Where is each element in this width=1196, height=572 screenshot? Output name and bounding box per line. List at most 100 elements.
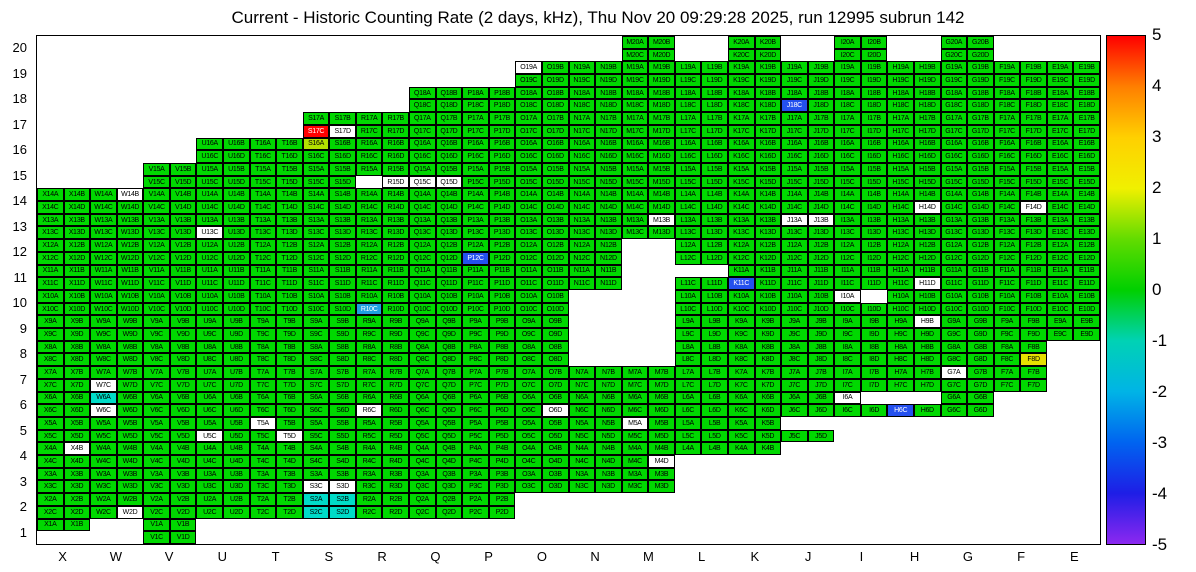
- empty-cell: [622, 341, 675, 366]
- channel-U12C: U12C: [196, 251, 224, 265]
- channel-M17C: M17C: [621, 124, 649, 138]
- channel-I15A: I15A: [834, 162, 861, 176]
- channel-T7D: T7D: [276, 378, 303, 392]
- channel-R6C: R6C: [355, 404, 383, 417]
- channel-T7B: T7B: [276, 366, 303, 379]
- channel-K17A: K17A: [727, 112, 755, 125]
- channel-F8D: F8D: [1020, 353, 1047, 367]
- y-axis-label-14: 14: [12, 193, 27, 209]
- cell-U4: U4A U4B U4C U4D: [196, 442, 250, 468]
- channel-X6A: X6A: [37, 391, 64, 405]
- channel-X14A: X14A: [37, 188, 64, 202]
- channel-W7B: W7B: [116, 366, 144, 379]
- colorbar-tick-2: 2: [1152, 178, 1162, 197]
- channel-Q11C: Q11C: [409, 277, 436, 290]
- channel-X9D: X9D: [63, 328, 91, 341]
- channel-X8A: X8A: [37, 340, 64, 354]
- channel-H15A: H15A: [887, 162, 914, 176]
- channel-O6D: O6D: [541, 404, 569, 417]
- cell-T6: T6A T6B T6C T6D: [249, 391, 303, 417]
- channel-P9B: P9B: [488, 315, 516, 329]
- empty-cell: [622, 290, 675, 315]
- channel-V4B: V4B: [169, 442, 197, 456]
- cell-L7: L7A L7B L7C L7D: [674, 366, 728, 392]
- cell-R5: R5A R5B R5C R5D: [355, 416, 410, 443]
- channel-L19B: L19B: [701, 61, 728, 75]
- channel-L6D: L6D: [701, 404, 728, 417]
- cell-F19: F19A F19B F19C F19D: [993, 61, 1047, 87]
- channel-Q7D: Q7D: [435, 378, 463, 392]
- channel-N4D: N4D: [595, 455, 622, 468]
- empty-cell: [1047, 417, 1100, 442]
- channel-I20D: I20D: [860, 48, 888, 62]
- channel-U5D: U5D: [223, 429, 250, 443]
- channel-S6D: S6D: [329, 404, 356, 417]
- cell-J10: J10A J10B J10C J10D: [781, 289, 835, 316]
- channel-G8D: G8D: [967, 353, 994, 367]
- channel-O10D: O10D: [541, 302, 569, 316]
- channel-I6D: I6D: [860, 404, 888, 417]
- channel-X7C: X7C: [37, 378, 64, 392]
- channel-W11B: W11B: [116, 264, 144, 278]
- channel-N11B: N11B: [595, 264, 622, 278]
- channel-V4C: V4C: [143, 455, 170, 468]
- channel-E13D: E13D: [1073, 226, 1100, 240]
- empty-cell: [941, 417, 994, 442]
- channel-O7C: O7C: [515, 378, 542, 392]
- channel-P13D: P13D: [488, 226, 516, 240]
- channel-O13B: O13B: [541, 213, 569, 227]
- channel-R12A: R12A: [355, 239, 383, 252]
- channel-K11A: K11A: [727, 264, 755, 278]
- channel-P16A: P16A: [462, 137, 489, 151]
- channel-F19C: F19C: [993, 74, 1021, 87]
- channel-V3B: V3B: [169, 467, 197, 481]
- channel-V5B: V5B: [169, 416, 197, 430]
- channel-P9C: P9C: [462, 328, 489, 341]
- channel-P8C: P8C: [462, 353, 489, 367]
- channel-O19B: O19B: [541, 61, 569, 75]
- channel-O14D: O14D: [541, 201, 569, 214]
- channel-W6C: W6C: [90, 404, 117, 417]
- channel-S3A: S3A: [302, 467, 330, 481]
- channel-W9A: W9A: [90, 315, 117, 329]
- cell-U14: U14A U14B U14C U14D: [196, 188, 250, 214]
- cell-U9: U9A U9B U9C U9D: [196, 315, 250, 341]
- channel-O15A: O15A: [515, 162, 542, 176]
- channel-S4C: S4C: [302, 455, 330, 468]
- channel-M18C: M18C: [621, 99, 649, 113]
- channel-W4C: W4C: [90, 455, 117, 468]
- y-axis-label-16: 16: [12, 142, 27, 158]
- channel-U12D: U12D: [223, 251, 250, 265]
- channel-X5B: X5B: [63, 416, 91, 430]
- channel-W13D: W13D: [116, 226, 144, 240]
- channel-X8C: X8C: [37, 353, 64, 367]
- channel-T3A: T3A: [249, 467, 277, 481]
- channel-S6A: S6A: [302, 391, 330, 405]
- x-axis-label-O: O: [536, 549, 547, 564]
- cell-K20: K20A K20B K20C K20D: [727, 36, 782, 62]
- channel-M20B: M20B: [648, 36, 675, 49]
- cell-O3: O3A O3B O3C O3D: [515, 467, 569, 494]
- channel-J19C: J19C: [781, 74, 808, 87]
- cell-S9: S9A S9B S9C S9D: [302, 315, 356, 341]
- channel-J16C: J16C: [781, 150, 808, 163]
- channel-S5D: S5D: [329, 429, 356, 443]
- empty-cell: [781, 519, 834, 544]
- channel-U6A: U6A: [196, 391, 224, 405]
- channel-N13B: N13B: [595, 213, 622, 227]
- cell-I12: I12A I12B I12C I12D: [834, 239, 888, 265]
- channel-O18B: O18B: [541, 86, 569, 100]
- channel-O6C: O6C: [515, 404, 542, 417]
- empty-cell: [994, 468, 1047, 493]
- empty-cell: [462, 61, 515, 86]
- channel-H13A: H13A: [887, 213, 914, 227]
- channel-V13D: V13D: [169, 226, 197, 240]
- cell-H7: H7A H7B H7C H7D: [887, 366, 941, 392]
- channel-M15B: M15B: [648, 162, 675, 176]
- channel-Q14D: Q14D: [435, 201, 463, 214]
- channel-T12A: T12A: [249, 239, 277, 252]
- channel-V15C: V15C: [143, 175, 170, 189]
- channel-J5D: J5D: [807, 429, 835, 443]
- channel-N18C: N18C: [568, 99, 596, 113]
- channel-N13A: N13A: [568, 213, 596, 227]
